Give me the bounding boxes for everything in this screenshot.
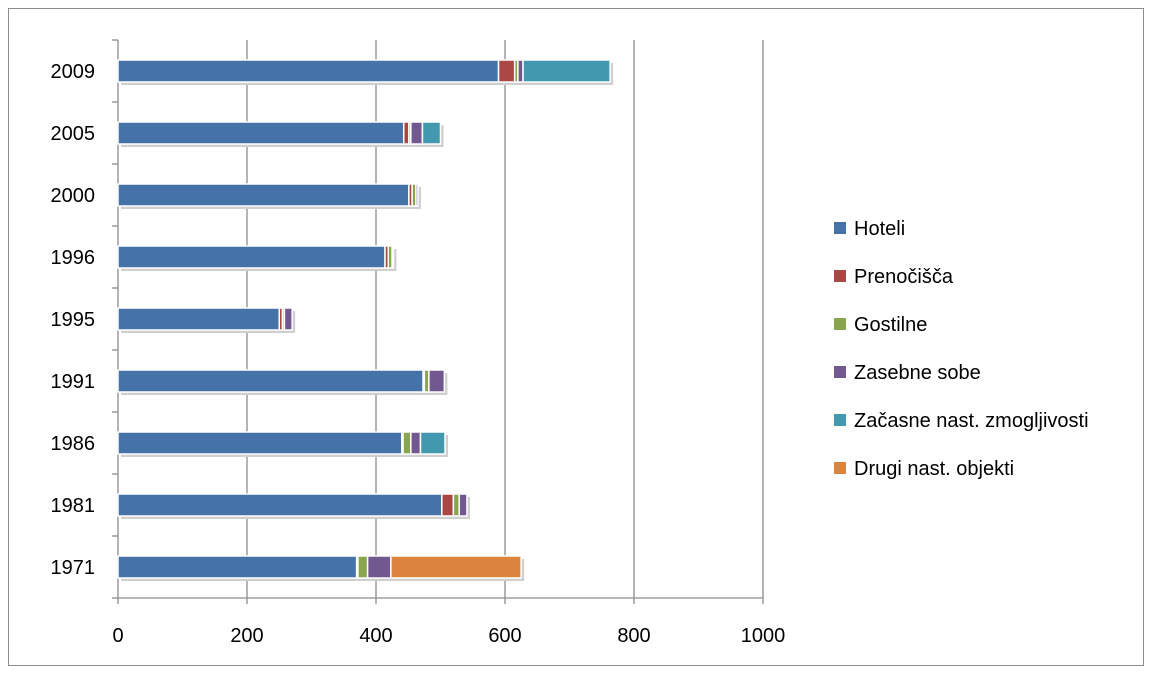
bar-2005-series-0	[117, 121, 405, 145]
bar-1971-series-2	[357, 555, 369, 579]
y-tick-label-2000: 2000	[51, 185, 96, 207]
bar-1981-series-0	[117, 493, 443, 517]
bar-1986-series-4	[419, 431, 446, 455]
bar-2009-series-3	[517, 59, 524, 83]
y-tick-label-1986: 1986	[51, 433, 96, 455]
bars	[117, 59, 614, 581]
bar-1981-series-3	[458, 493, 468, 517]
legend-label-0: Hoteli	[854, 218, 905, 240]
y-tick-labels: 2009 2005 2000 1996 1995 1991 1986 1981 1971	[51, 61, 96, 579]
legend-label-1: Prenočišča	[854, 266, 954, 288]
x-tick-label-200: 200	[230, 625, 263, 647]
y-tick-label-1981: 1981	[51, 495, 96, 517]
bar-2000-series-0	[117, 183, 410, 207]
x-tick-labels: 0 200 400 600 800 1000	[112, 625, 785, 647]
legend-swatch-2	[834, 318, 846, 330]
bar-2005-series-4	[421, 121, 442, 145]
bar-1991-series-3	[428, 369, 446, 393]
y-tick-label-2009: 2009	[51, 61, 96, 83]
bar-2000-series-3	[415, 183, 419, 207]
x-tick-label-600: 600	[488, 625, 521, 647]
legend-swatch-1	[834, 270, 846, 282]
y-tick-label-2005: 2005	[51, 123, 96, 145]
y-tick-label-1995: 1995	[51, 309, 96, 331]
legend-swatch-3	[834, 366, 846, 378]
bar-1995-series-3	[283, 307, 293, 331]
x-tick-label-0: 0	[112, 625, 123, 647]
legend-label-4: Začasne nast. zmogljivosti	[854, 410, 1089, 432]
legend-label-5: Drugi nast. objekti	[854, 458, 1014, 480]
x-tick-label-400: 400	[359, 625, 392, 647]
y-tick-label-1991: 1991	[51, 371, 96, 393]
bar-1991-series-0	[117, 369, 424, 393]
bar-2005-series-1	[402, 121, 410, 145]
legend: Hoteli Prenočišča Gostilne Zasebne sobe Zača…	[834, 218, 1089, 480]
legend-swatch-5	[834, 462, 846, 474]
x-tick-label-1000: 1000	[741, 625, 786, 647]
bar-1986-series-2	[402, 431, 412, 455]
bar-1996-series-3	[391, 245, 395, 269]
bar-2009-series-0	[117, 59, 500, 83]
bar-1971-series-0	[117, 555, 358, 579]
bar-1981-series-2	[452, 493, 460, 517]
bar-2009-series-1	[497, 59, 516, 83]
legend-label-2: Gostilne	[854, 314, 927, 336]
bar-1971-series-5	[390, 555, 522, 579]
legend-swatch-0	[834, 222, 846, 234]
y-tick-label-1971: 1971	[51, 557, 96, 579]
legend-label-3: Zasebne sobe	[854, 362, 981, 384]
legend-swatch-4	[834, 414, 846, 426]
bar-2009-series-4	[522, 59, 611, 83]
bar-2005-series-3	[410, 121, 424, 145]
y-tick-label-1996: 1996	[51, 247, 96, 269]
bar-1971-series-3	[366, 555, 392, 579]
bar-1986-series-3	[410, 431, 422, 455]
bar-1995-series-0	[117, 307, 280, 331]
bar-1986-series-0	[117, 431, 403, 455]
x-tick-label-800: 800	[617, 625, 650, 647]
bar-1981-series-1	[441, 493, 455, 517]
bar-1996-series-0	[117, 245, 386, 269]
